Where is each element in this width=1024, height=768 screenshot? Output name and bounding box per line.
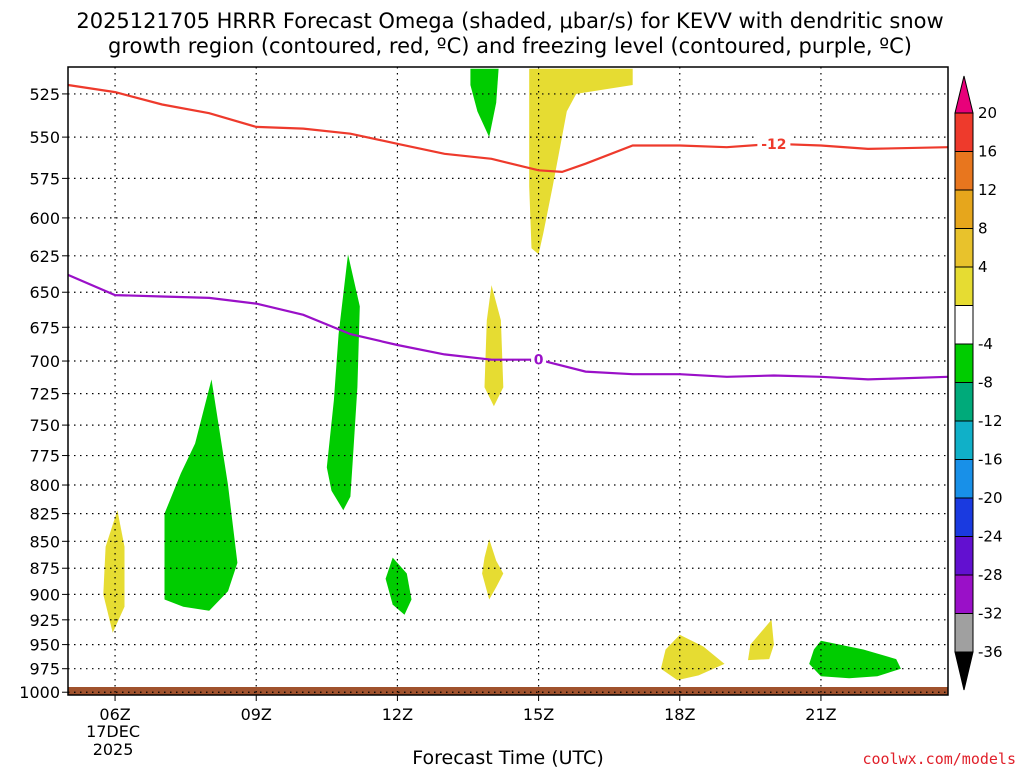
- colorbar-label: 20: [978, 104, 997, 122]
- colorbar-swatch: [954, 151, 974, 191]
- colorbar-swatch: [954, 228, 974, 268]
- omega-region-2: [529, 68, 633, 255]
- omega-region-10: [748, 619, 774, 661]
- dendritic-growth-minus12C-label: -12: [761, 137, 786, 153]
- colorbar-label: -8: [978, 374, 993, 392]
- colorbar-label: -4: [978, 335, 993, 353]
- dendritic-growth-minus12C-label-bg: [757, 135, 791, 152]
- y-tick-label: 550: [29, 128, 60, 147]
- x-tick-label: 15Z: [523, 705, 554, 724]
- ground-surface: [68, 687, 948, 695]
- y-tick-label: 750: [29, 416, 60, 435]
- chart-title-line2: growth region (contoured, red, ºC) and f…: [108, 34, 912, 58]
- colorbar-swatch: [954, 420, 974, 460]
- colorbar-label: -24: [978, 528, 1003, 546]
- omega-region-4: [484, 285, 504, 407]
- colorbar-swatch: [954, 305, 974, 345]
- x-axis-label: Forecast Time (UTC): [412, 747, 603, 768]
- colorbar: 20 16 12 8 4 -4 -8 -12 -16 -20 -24 -28 -32 -36: [954, 75, 1003, 691]
- x-tick-year: 2025: [93, 740, 134, 759]
- gridlines: [68, 67, 948, 695]
- colorbar-label: 4: [978, 258, 988, 276]
- colorbar-swatch: [954, 343, 974, 383]
- y-tick-label: 900: [29, 585, 60, 604]
- y-tick-label: 675: [29, 318, 60, 337]
- omega-region-11: [809, 640, 901, 679]
- x-tick-label: 21Z: [805, 705, 836, 724]
- y-axis: 525 550 575 600 625 650 675 700 725 750 775 800 825 8…: [19, 85, 68, 702]
- x-tick-label: 18Z: [664, 705, 695, 724]
- x-tick-label: 12Z: [382, 705, 413, 724]
- colorbar-label: -16: [978, 451, 1003, 469]
- colorbar-label: -32: [978, 605, 1003, 623]
- omega-region-6: [103, 510, 125, 633]
- colorbar-swatch: [954, 536, 974, 576]
- omega-region-1: [470, 68, 499, 138]
- contour-lines: -12 0: [67, 83, 949, 381]
- dendritic-growth-minus12C-line: [67, 83, 949, 174]
- plot-frame: [67, 66, 949, 696]
- colorbar-swatch: [954, 459, 974, 499]
- y-tick-label: 850: [29, 532, 60, 551]
- y-tick-label: 775: [29, 447, 60, 466]
- y-tick-label: 700: [29, 352, 60, 371]
- colorbar-bottom-arrow: [954, 651, 974, 691]
- x-tick-label: 09Z: [241, 705, 272, 724]
- omega-region-7: [385, 557, 412, 615]
- colorbar-label: 12: [978, 181, 997, 199]
- y-tick-label: 725: [29, 385, 60, 404]
- x-tick-label: 06Z: [99, 705, 130, 724]
- colorbar-top-arrow: [954, 75, 974, 114]
- colorbar-swatch: [954, 497, 974, 537]
- omega-region-8: [482, 539, 504, 600]
- y-tick-label: 600: [29, 209, 60, 228]
- colorbar-label: -36: [978, 643, 1003, 661]
- credit-text: coolwx.com/models: [862, 750, 1016, 768]
- colorbar-label: 16: [978, 143, 997, 161]
- x-tick-date: 17DEC: [86, 722, 140, 741]
- colorbar-label: -28: [978, 566, 1003, 584]
- colorbar-swatch: [954, 382, 974, 422]
- omega-shaded-regions: [103, 68, 901, 681]
- y-tick-label: 650: [29, 283, 60, 302]
- omega-region-3: [326, 254, 360, 511]
- y-tick-label: 975: [29, 660, 60, 679]
- y-tick-label: 1000: [19, 683, 60, 702]
- y-tick-label: 875: [29, 559, 60, 578]
- y-tick-label: 950: [29, 636, 60, 655]
- freezing-level-0C-label-bg: [531, 351, 547, 368]
- y-tick-label: 525: [29, 85, 60, 104]
- freezing-level-0C-label: 0: [534, 353, 544, 369]
- colorbar-label: 8: [978, 220, 988, 238]
- freezing-level-0C-line: [67, 273, 949, 381]
- colorbar-swatch: [954, 266, 974, 306]
- omega-region-9: [660, 634, 725, 681]
- y-tick-label: 575: [29, 169, 60, 188]
- omega-region-5: [164, 379, 238, 611]
- y-tick-label: 625: [29, 247, 60, 266]
- chart-title-line1: 2025121705 HRRR Forecast Omega (shaded, …: [76, 9, 943, 33]
- colorbar-swatch: [954, 574, 974, 614]
- colorbar-label: -12: [978, 412, 1003, 430]
- colorbar-label: -20: [978, 489, 1003, 507]
- y-tick-label: 925: [29, 611, 60, 630]
- y-tick-label: 800: [29, 476, 60, 495]
- colorbar-swatch: [954, 613, 974, 653]
- y-tick-label: 825: [29, 505, 60, 524]
- colorbar-swatch: [954, 189, 974, 229]
- colorbar-swatch: [954, 112, 974, 152]
